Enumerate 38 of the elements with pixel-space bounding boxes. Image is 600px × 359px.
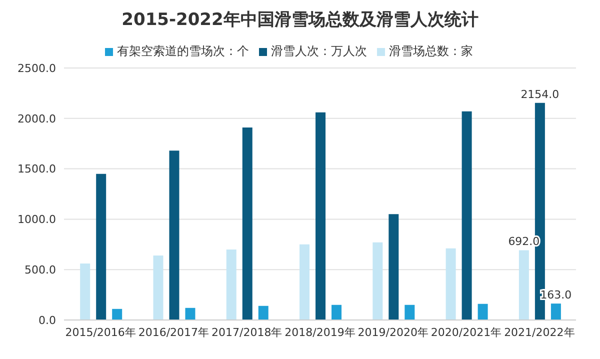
chart-title: 2015-2022年中国滑雪场总数及滑雪人次统计 xyxy=(120,9,480,31)
x-tick-label: 2018/2019年 xyxy=(284,326,356,339)
bar xyxy=(185,308,196,320)
legend-label: 滑雪人次：万人次 xyxy=(271,44,367,58)
bar xyxy=(258,306,268,320)
x-tick-label: 2021/2022年 xyxy=(504,326,575,339)
y-tick-label: 500.0 xyxy=(24,264,56,277)
bar xyxy=(550,304,561,320)
bar xyxy=(462,111,472,320)
y-tick-label: 2000.0 xyxy=(18,112,56,126)
y-tick-label: 1500.0 xyxy=(18,162,56,176)
legend-label: 滑雪场总数：家 xyxy=(389,44,473,58)
x-tick-label: 2016/2017年 xyxy=(138,326,210,339)
bar xyxy=(169,150,180,320)
bar xyxy=(518,250,529,320)
data-label: 2154.0 xyxy=(520,88,560,101)
bar xyxy=(226,249,236,320)
bar xyxy=(372,242,383,320)
bar xyxy=(388,214,399,320)
bar xyxy=(332,304,342,320)
bar xyxy=(478,304,488,320)
x-tick-label: 2020/2021年 xyxy=(430,326,502,339)
y-tick-label: 1000.0 xyxy=(18,213,56,226)
y-tick-label: 0.0 xyxy=(38,314,56,327)
bar xyxy=(153,255,164,320)
y-tick-label: 2500.0 xyxy=(18,62,56,75)
x-tick-label: 2019/2020年 xyxy=(358,326,428,339)
legend-label: 有架空索道的雪场次：个 xyxy=(117,44,249,58)
x-tick-label: 2015/2016年 xyxy=(65,326,136,339)
bar xyxy=(112,308,122,320)
bar xyxy=(404,304,415,320)
bar xyxy=(96,174,106,320)
bar xyxy=(316,112,326,320)
x-tick-label: 2017/2018年 xyxy=(212,326,282,339)
bar xyxy=(80,264,90,320)
bar xyxy=(446,248,456,320)
bar xyxy=(242,127,252,320)
bar xyxy=(300,244,310,320)
